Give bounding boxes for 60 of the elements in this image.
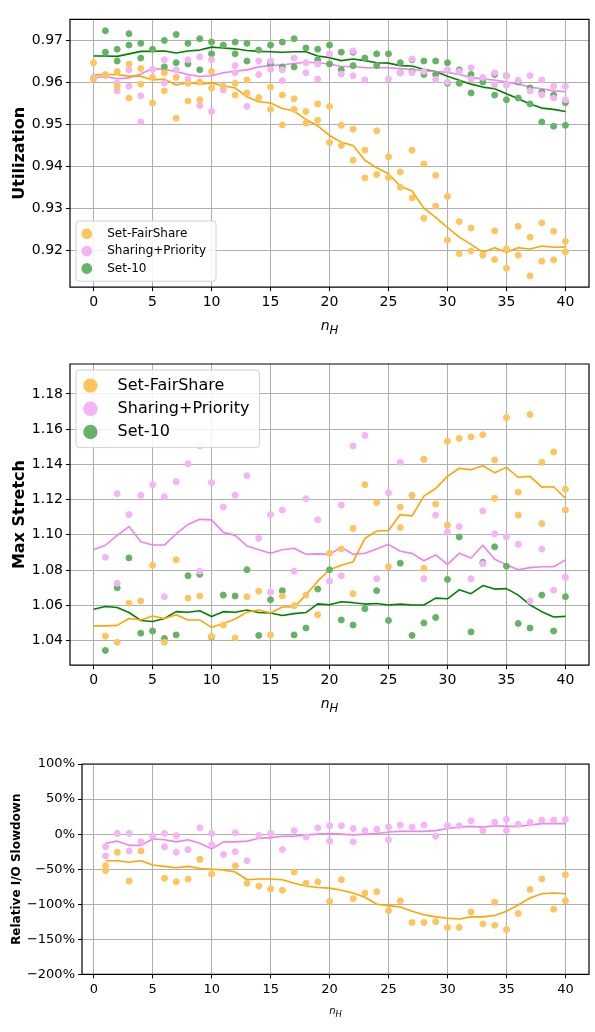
x-tick-label: 35 bbox=[498, 980, 515, 996]
x-tick-label: 40 bbox=[556, 293, 575, 310]
x-tick-label: 20 bbox=[321, 980, 338, 996]
x-axis-title: n$_{H}$ bbox=[319, 316, 340, 338]
x-tick-label: 20 bbox=[320, 293, 339, 310]
legend-label: Set-FairShare bbox=[117, 374, 225, 394]
y-tick-label: 0.94 bbox=[31, 157, 64, 174]
x-axis-title: n$_{H}$ bbox=[319, 694, 340, 716]
y-tick-label: 1.08 bbox=[31, 560, 63, 577]
x-tick-label: 15 bbox=[262, 980, 279, 996]
legend-label: Sharing+Priority bbox=[107, 243, 207, 258]
legend-label: Sharing+Priority bbox=[117, 397, 250, 417]
x-tick-label: 20 bbox=[320, 671, 339, 688]
x-tick-label: 30 bbox=[438, 293, 457, 310]
y-tick-label: 1.12 bbox=[31, 490, 63, 507]
y-tick-label: −150% bbox=[26, 930, 75, 946]
x-tick-label: 10 bbox=[202, 293, 221, 310]
x-tick-label: 5 bbox=[148, 293, 158, 310]
x-tick-label: 40 bbox=[556, 671, 575, 688]
y-tick-label: 1.04 bbox=[31, 631, 64, 648]
x-tick-label: 15 bbox=[261, 671, 280, 688]
y-tick-label: 100% bbox=[37, 755, 75, 771]
x-axis-title: n$_{H}$ bbox=[328, 1004, 343, 1021]
x-tick-label: 5 bbox=[148, 980, 157, 996]
y-tick-label: 0.95 bbox=[31, 115, 63, 132]
x-tick-label: 0 bbox=[89, 980, 98, 996]
y-tick-label: −50% bbox=[35, 860, 75, 876]
x-tick-label: 30 bbox=[439, 980, 456, 996]
y-tick-label: 0.97 bbox=[31, 31, 63, 48]
y-tick-label: −100% bbox=[26, 895, 75, 911]
x-tick-label: 15 bbox=[261, 293, 280, 310]
y-axis-title: Utilization bbox=[8, 106, 28, 200]
x-tick-label: 35 bbox=[497, 293, 516, 310]
y-tick-label: 1.18 bbox=[31, 384, 63, 401]
x-tick-label: 10 bbox=[203, 980, 220, 996]
x-tick-label: 30 bbox=[438, 671, 457, 688]
x-tick-label: 25 bbox=[379, 293, 398, 310]
x-tick-label: 0 bbox=[89, 671, 99, 688]
y-tick-label: 1.06 bbox=[31, 595, 64, 612]
y-axis-title: Relative I/O Slowdown bbox=[9, 793, 24, 945]
y-axis-title: Max Stretch bbox=[8, 460, 28, 570]
x-tick-label: 25 bbox=[380, 980, 397, 996]
y-tick-label: 50% bbox=[46, 790, 75, 806]
x-tick-label: 40 bbox=[557, 980, 574, 996]
x-tick-label: 0 bbox=[89, 293, 99, 310]
y-tick-label: 1.16 bbox=[31, 419, 64, 436]
y-tick-label: 1.14 bbox=[31, 455, 64, 472]
legend-label: Set-10 bbox=[117, 421, 171, 441]
x-tick-label: 25 bbox=[379, 671, 398, 688]
x-tick-label: 35 bbox=[497, 671, 516, 688]
y-tick-label: 0.96 bbox=[31, 73, 64, 90]
x-tick-label: 5 bbox=[148, 671, 158, 688]
legend-label: Set-10 bbox=[107, 260, 147, 275]
y-tick-label: 0.92 bbox=[31, 241, 63, 258]
y-tick-label: 0% bbox=[54, 825, 75, 841]
legend-label: Set-FairShare bbox=[107, 225, 188, 240]
y-tick-label: 0.93 bbox=[31, 199, 63, 216]
y-tick-label: −200% bbox=[26, 965, 75, 981]
y-tick-label: 1.10 bbox=[31, 525, 63, 542]
x-tick-label: 10 bbox=[202, 671, 221, 688]
